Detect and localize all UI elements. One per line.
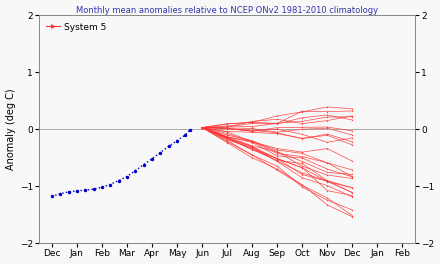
Title: Monthly mean anomalies relative to NCEP ONv2 1981-2010 climatology: Monthly mean anomalies relative to NCEP … xyxy=(76,6,378,15)
Legend: System 5: System 5 xyxy=(44,20,110,34)
Y-axis label: Anomaly (deg C): Anomaly (deg C) xyxy=(6,88,15,170)
